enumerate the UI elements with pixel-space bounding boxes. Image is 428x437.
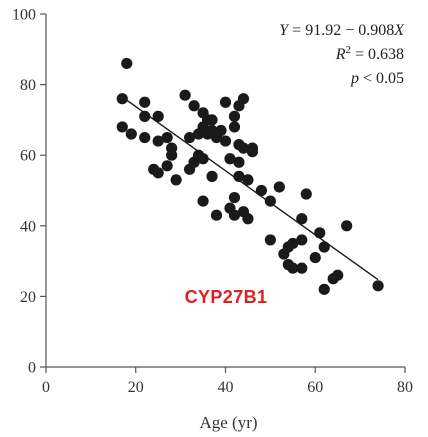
p-symbol: p bbox=[350, 70, 359, 87]
data-point bbox=[273, 181, 285, 193]
y-tick-label: 60 bbox=[20, 148, 36, 165]
data-point bbox=[139, 110, 151, 122]
data-point bbox=[264, 195, 276, 207]
data-point bbox=[318, 283, 330, 295]
y-tick-label: 100 bbox=[12, 7, 36, 24]
x-tick-label: 0 bbox=[42, 379, 50, 396]
data-point bbox=[255, 184, 267, 197]
data-point bbox=[161, 160, 173, 172]
data-point bbox=[237, 93, 250, 105]
data-point bbox=[296, 262, 308, 274]
y-tick-label: 20 bbox=[20, 289, 36, 306]
data-point bbox=[287, 237, 299, 250]
data-point bbox=[125, 128, 137, 140]
data-point bbox=[228, 121, 241, 133]
r-value: = 0.638 bbox=[351, 46, 404, 63]
data-point bbox=[152, 135, 164, 147]
x-tick-label: 20 bbox=[128, 379, 144, 396]
data-point bbox=[372, 280, 384, 292]
r-squared-label: R2 = 0.638 bbox=[335, 44, 404, 63]
data-point bbox=[219, 135, 232, 147]
data-point bbox=[264, 234, 276, 246]
data-point bbox=[332, 269, 344, 281]
data-point bbox=[197, 195, 209, 207]
data-point bbox=[166, 149, 178, 161]
data-point bbox=[116, 93, 128, 105]
data-point bbox=[237, 142, 250, 154]
data-point bbox=[170, 174, 182, 186]
data-point bbox=[246, 146, 259, 158]
y-tick-label: 80 bbox=[20, 77, 36, 94]
equation-x-symbol: X bbox=[393, 22, 405, 39]
equation-y-symbol: Y bbox=[279, 22, 290, 39]
data-point bbox=[318, 241, 330, 253]
data-point bbox=[296, 234, 308, 246]
data-point bbox=[228, 209, 241, 221]
data-point bbox=[309, 251, 321, 264]
data-point bbox=[233, 156, 245, 168]
data-point bbox=[116, 121, 128, 133]
data-point bbox=[300, 188, 312, 200]
data-point bbox=[287, 262, 299, 274]
equation-body: = 91.92 − 0.908 bbox=[288, 22, 394, 39]
data-point bbox=[219, 96, 232, 108]
r-symbol: R bbox=[335, 46, 346, 63]
data-point bbox=[179, 89, 191, 101]
data-point bbox=[228, 191, 241, 204]
y-axis-ticks: 0 20 40 60 80 100 bbox=[12, 7, 46, 377]
data-point bbox=[215, 124, 227, 137]
gene-label-cyp27b1: CYP27B1 bbox=[185, 287, 268, 307]
regression-equation: Y = 91.92 − 0.908X bbox=[279, 22, 405, 39]
data-point bbox=[121, 57, 133, 70]
data-point bbox=[224, 153, 236, 165]
data-point bbox=[152, 110, 164, 122]
data-point bbox=[242, 213, 254, 225]
data-point bbox=[139, 96, 151, 108]
p-value-label: p < 0.05 bbox=[350, 70, 404, 87]
x-tick-label: 60 bbox=[307, 379, 323, 396]
data-point bbox=[139, 131, 151, 144]
x-tick-label: 80 bbox=[397, 379, 413, 396]
data-points bbox=[116, 57, 384, 295]
x-axis-ticks: 0 20 40 60 80 bbox=[42, 367, 413, 396]
data-point bbox=[188, 100, 200, 112]
data-point bbox=[228, 110, 241, 122]
data-point bbox=[206, 170, 218, 182]
data-point bbox=[184, 131, 196, 144]
x-tick-label: 40 bbox=[218, 379, 234, 396]
data-point bbox=[152, 167, 164, 179]
data-point bbox=[314, 227, 326, 239]
r-superscript: 2 bbox=[345, 44, 351, 56]
data-point bbox=[242, 174, 254, 186]
data-point bbox=[296, 213, 308, 225]
x-axis-title: Age (yr) bbox=[199, 413, 257, 432]
data-point bbox=[210, 209, 223, 221]
p-value: < 0.05 bbox=[359, 70, 404, 87]
data-point bbox=[341, 220, 353, 232]
y-tick-label: 40 bbox=[20, 218, 36, 235]
y-tick-label: 0 bbox=[28, 360, 36, 377]
data-point bbox=[206, 114, 218, 126]
data-point bbox=[161, 131, 173, 144]
regression-line bbox=[121, 96, 379, 281]
